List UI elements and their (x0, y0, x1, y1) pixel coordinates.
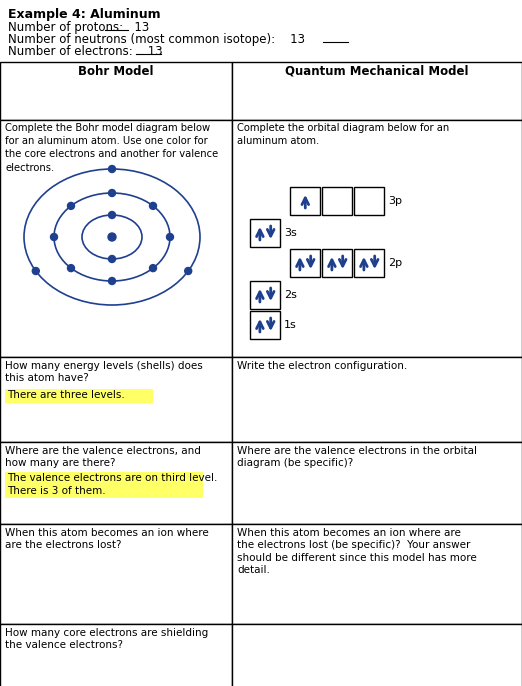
Text: 3s: 3s (284, 228, 297, 238)
Text: How many energy levels (shells) does
this atom have?: How many energy levels (shells) does thi… (5, 361, 203, 383)
Circle shape (109, 211, 115, 219)
Text: The valence electrons are on third level.
There is 3 of them.: The valence electrons are on third level… (7, 473, 217, 496)
Circle shape (32, 268, 39, 274)
Text: Write the electron configuration.: Write the electron configuration. (238, 361, 408, 371)
Text: There are three levels.: There are three levels. (7, 390, 125, 400)
Bar (5, 472, 203, 498)
Text: Number of protons:   13: Number of protons: 13 (8, 21, 149, 34)
Circle shape (109, 189, 115, 196)
Text: When this atom becomes an ion where are
the electrons lost (be specific)?  Your : When this atom becomes an ion where are … (238, 528, 477, 575)
Text: 3p: 3p (388, 196, 402, 206)
Circle shape (108, 233, 116, 241)
Bar (232, 62, 522, 120)
Text: Number of electrons:    13: Number of electrons: 13 (8, 45, 163, 58)
Bar (250, 281, 280, 309)
Bar (0, 120, 232, 357)
Bar (232, 442, 522, 524)
Bar (5, 389, 153, 403)
Bar (250, 219, 280, 247)
Circle shape (167, 233, 173, 241)
Text: Where are the valence electrons, and
how many are there?: Where are the valence electrons, and how… (5, 446, 201, 469)
Bar (0, 442, 232, 524)
Text: 2s: 2s (284, 290, 297, 300)
Bar (354, 187, 384, 215)
Bar (0, 624, 232, 686)
Text: Number of neutrons (most common isotope):    13: Number of neutrons (most common isotope)… (8, 33, 305, 46)
Circle shape (51, 233, 57, 241)
Bar (290, 249, 321, 277)
Text: Complete the Bohr model diagram below
for an aluminum atom. Use one color for
th: Complete the Bohr model diagram below fo… (5, 123, 218, 173)
Text: Example 4: Aluminum: Example 4: Aluminum (8, 8, 161, 21)
Text: How many core electrons are shielding
the valence electrons?: How many core electrons are shielding th… (5, 628, 208, 650)
Circle shape (67, 265, 75, 272)
Circle shape (67, 202, 75, 209)
Bar (232, 120, 522, 357)
Text: Where are the valence electrons in the orbital
diagram (be specific)?: Where are the valence electrons in the o… (238, 446, 477, 469)
Circle shape (109, 255, 115, 263)
Circle shape (109, 278, 115, 285)
Text: When this atom becomes an ion where
are the electrons lost?: When this atom becomes an ion where are … (5, 528, 209, 550)
Circle shape (185, 268, 192, 274)
Text: Quantum Mechanical Model: Quantum Mechanical Model (286, 65, 469, 78)
Circle shape (109, 165, 115, 172)
Bar (290, 187, 321, 215)
Bar (0, 524, 232, 624)
Text: 1s: 1s (284, 320, 297, 330)
Bar (354, 249, 384, 277)
Bar (322, 249, 352, 277)
Bar (232, 624, 522, 686)
Bar (250, 311, 280, 339)
Bar (0, 62, 232, 120)
Text: 2p: 2p (388, 258, 402, 268)
Bar (232, 524, 522, 624)
Circle shape (149, 265, 157, 272)
Circle shape (149, 202, 157, 209)
Bar (232, 357, 522, 442)
Text: Bohr Model: Bohr Model (78, 65, 154, 78)
Text: Complete the orbital diagram below for an
aluminum atom.: Complete the orbital diagram below for a… (238, 123, 449, 146)
Bar (0, 357, 232, 442)
Bar (322, 187, 352, 215)
